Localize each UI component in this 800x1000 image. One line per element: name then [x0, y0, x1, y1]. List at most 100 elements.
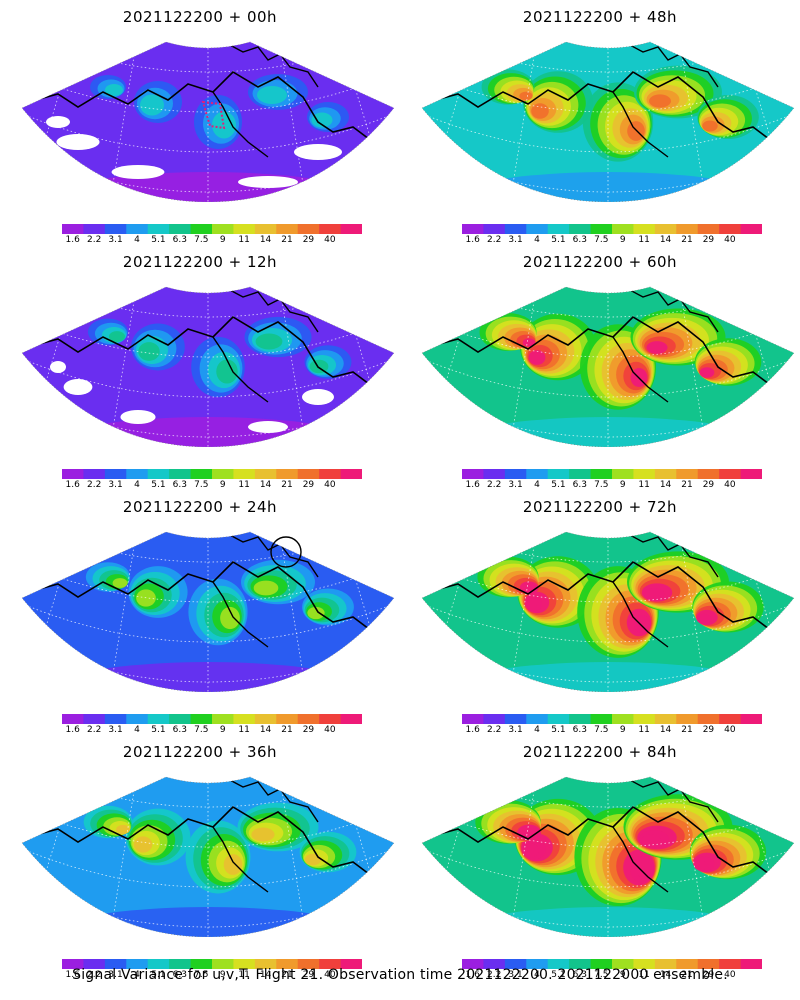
colorbar-swatch	[676, 714, 699, 724]
colorbar-tick-label: 6.3	[572, 725, 588, 735]
colorbar-swatch	[526, 224, 549, 234]
colorbar-tick-label: 5.1	[551, 970, 566, 980]
figure-caption: Signal Variance for u,v,T. Flight 21. Ob…	[72, 967, 728, 983]
colorbar-tick-label: 7.5	[194, 725, 209, 735]
panel-title: 2021122200 + 84h	[522, 743, 678, 761]
colorbar-swatch	[254, 224, 277, 234]
colorbar-tick-label: 6.3	[172, 235, 188, 245]
colorbar-tick-label: 9	[219, 235, 226, 245]
colorbar-swatch	[654, 469, 677, 479]
colorbar-tick-label: 14	[659, 725, 672, 735]
colorbar-swatch	[340, 469, 362, 479]
colorbar-swatch	[254, 714, 277, 724]
colorbar-tick-label: 5.1	[551, 480, 566, 490]
colorbar-swatch	[190, 959, 213, 969]
colorbar-tick-label: 9	[219, 480, 226, 490]
colorbar	[462, 469, 762, 479]
colorbar-swatch	[740, 469, 762, 479]
colorbar-tick-label: 1.6	[465, 480, 480, 490]
colorbar-tick-label: 21	[281, 970, 293, 980]
colorbar-tick-label: 14	[659, 235, 672, 245]
colorbar-tick-label: 40	[324, 970, 336, 980]
colorbar-swatch	[319, 959, 342, 969]
colorbar-swatch	[719, 469, 742, 479]
colorbar-tick-label: 2.2	[486, 725, 502, 735]
colorbar-swatch	[569, 714, 592, 724]
colorbar-tick-label: 2.2	[486, 970, 502, 980]
colorbar-swatch	[190, 469, 213, 479]
colorbar-tick-label: 9	[619, 725, 626, 735]
colorbar-tick-label: 40	[724, 970, 736, 980]
colorbar-tick-label: 1.6	[65, 970, 80, 980]
colorbar-swatch	[147, 959, 170, 969]
colorbar-tick-label: 14	[259, 725, 272, 735]
colorbar-tick-label: 1.6	[465, 725, 480, 735]
colorbar-tick-label: 1.6	[65, 235, 80, 245]
colorbar-swatch	[212, 469, 234, 479]
colorbar-tick-label: 40	[324, 725, 336, 735]
colorbar-tick-label: 14	[659, 970, 672, 980]
colorbar-tick-label: 9	[219, 970, 226, 980]
colorbar-swatch	[190, 224, 213, 234]
colorbar-swatch	[633, 224, 656, 234]
colorbar-swatch	[297, 469, 320, 479]
colorbar-swatch	[62, 959, 84, 969]
colorbar-tick-label: 3.1	[108, 235, 123, 245]
colorbar-swatch	[462, 469, 484, 479]
colorbar-swatch	[233, 224, 256, 234]
colorbar-swatch	[190, 714, 213, 724]
colorbar-swatch	[740, 714, 762, 724]
colorbar-swatch	[62, 714, 84, 724]
variance-map	[21, 41, 395, 202]
colorbar-tick-label: 40	[324, 480, 336, 490]
colorbar-tick-label: 14	[259, 480, 272, 490]
colorbar-swatch	[483, 959, 506, 969]
colorbar-swatch	[169, 469, 192, 479]
colorbar	[62, 224, 362, 234]
colorbar-tick-label: 21	[681, 480, 693, 490]
colorbar-tick-label: 7.5	[594, 970, 609, 980]
colorbar-tick-label: 4	[134, 970, 140, 980]
colorbar-swatch	[340, 224, 362, 234]
colorbar-swatch	[654, 224, 677, 234]
colorbar-tick-label: 2.2	[86, 235, 102, 245]
colorbar-tick-label: 9	[619, 480, 626, 490]
colorbar-tick-label: 7.5	[594, 725, 609, 735]
colorbar-swatch	[483, 224, 506, 234]
colorbar-swatch	[147, 714, 170, 724]
colorbar-swatch	[104, 714, 127, 724]
colorbar-tick-label: 4	[534, 235, 540, 245]
colorbar-tick-label: 4	[134, 235, 140, 245]
colorbar-swatch	[462, 224, 484, 234]
colorbar-swatch	[126, 469, 149, 479]
colorbar-swatch	[462, 959, 484, 969]
variance-map	[21, 776, 395, 937]
colorbar	[62, 959, 362, 969]
panel-title: 2021122200 + 24h	[122, 498, 278, 516]
colorbar-tick-label: 5.1	[151, 725, 166, 735]
colorbar-swatch	[504, 714, 527, 724]
colorbar-swatch	[740, 224, 762, 234]
colorbar-tick-label: 21	[281, 480, 293, 490]
colorbar-swatch	[504, 469, 527, 479]
colorbar-tick-label: 9	[619, 970, 626, 980]
colorbar-tick-label: 7.5	[194, 970, 209, 980]
colorbar-swatch	[83, 959, 106, 969]
colorbar-swatch	[483, 469, 506, 479]
colorbar-tick-label: 11	[238, 970, 250, 980]
colorbar-tick-label: 3.1	[108, 725, 123, 735]
colorbar-swatch	[147, 224, 170, 234]
colorbar-swatch	[697, 959, 720, 969]
colorbar-swatch	[697, 224, 720, 234]
colorbar-swatch	[633, 469, 656, 479]
colorbar-swatch	[254, 469, 277, 479]
colorbar-swatch	[590, 714, 613, 724]
colorbar-tick-label: 14	[659, 480, 672, 490]
colorbar-swatch	[569, 959, 592, 969]
colorbar-tick-label: 6.3	[172, 480, 188, 490]
colorbar-swatch	[83, 224, 106, 234]
colorbar-swatch	[612, 469, 634, 479]
variance-map	[421, 531, 795, 692]
colorbar-swatch	[697, 714, 720, 724]
colorbar-tick-label: 21	[681, 235, 693, 245]
